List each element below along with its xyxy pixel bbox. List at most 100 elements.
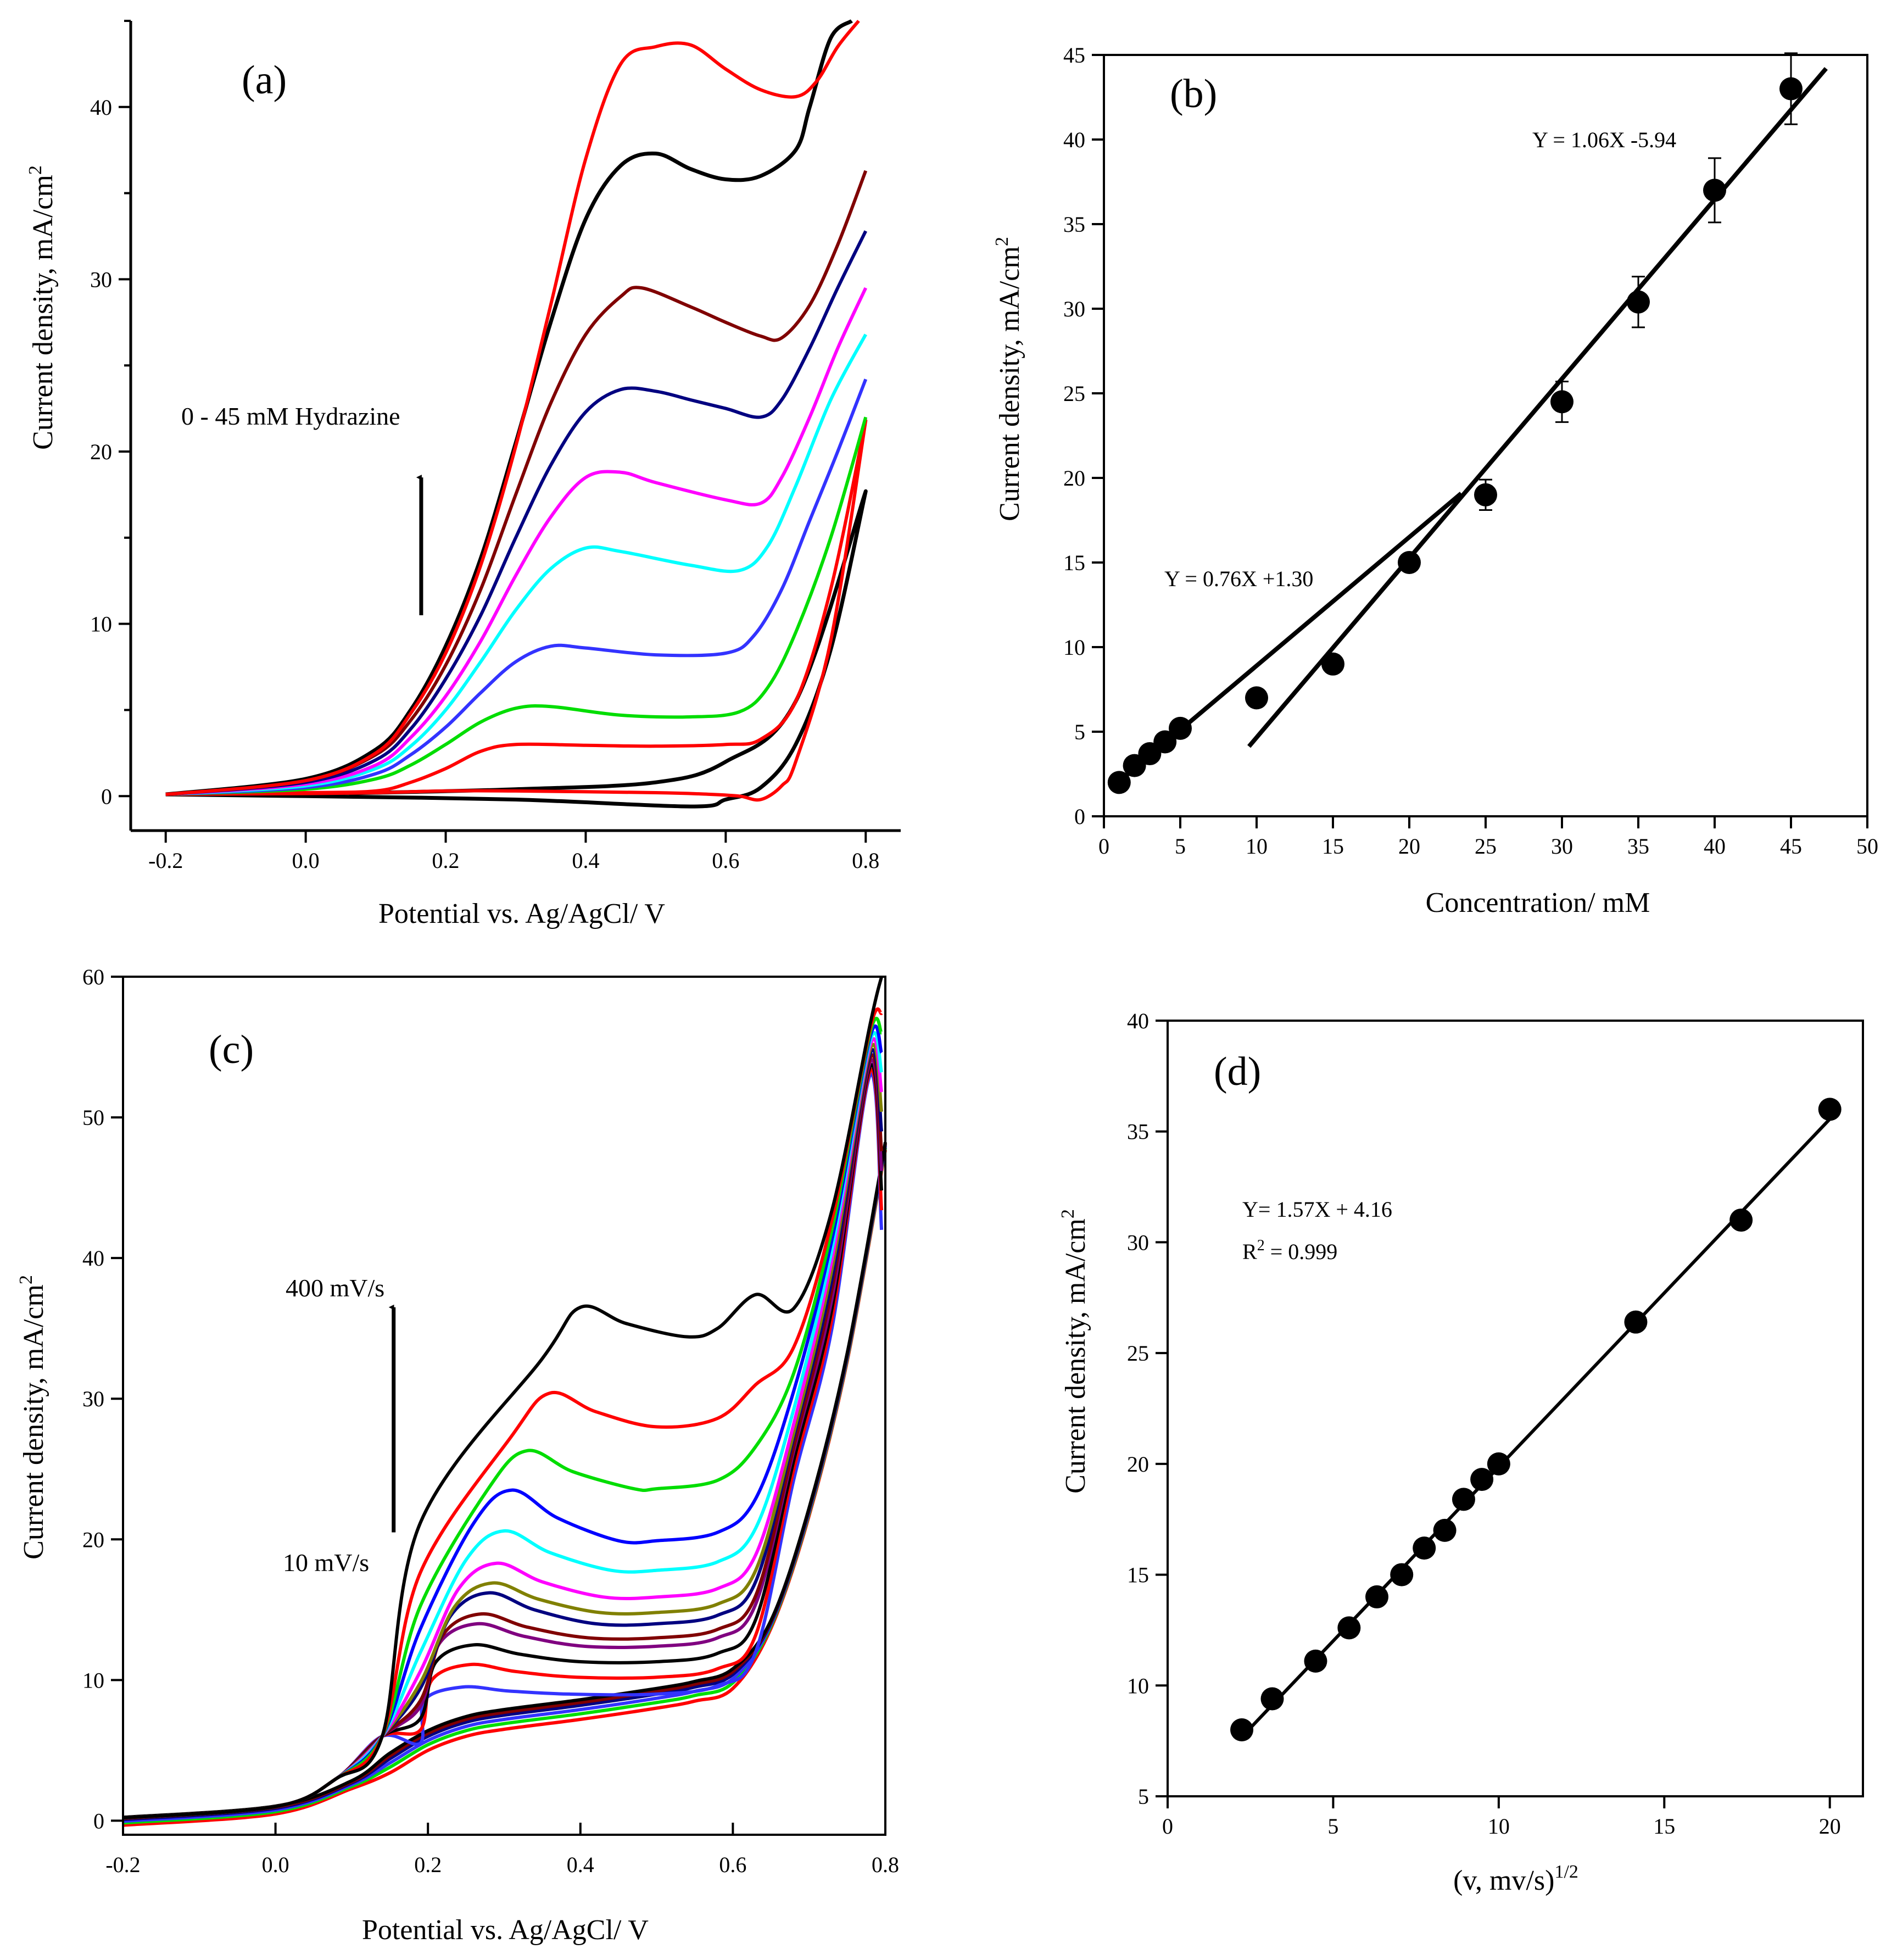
x-tick-label: 0.8	[872, 1852, 899, 1877]
y-tick-label: 10	[1127, 1673, 1149, 1698]
panel-d-points	[1230, 1098, 1842, 1741]
y-tick-label: 15	[1063, 550, 1085, 575]
panel-c-ylabel: Current density, mA/cm2	[16, 1275, 49, 1560]
x-tick-label: 20	[1819, 1814, 1841, 1839]
panel-d-xlabel: (v, mv/s)1/2	[1453, 1862, 1578, 1896]
data-point	[1433, 1518, 1457, 1542]
y-tick-label: 10	[90, 612, 112, 637]
panel-d-label: (d)	[1214, 1049, 1261, 1094]
y-tick-label: 40	[82, 1246, 104, 1271]
panel-b-ylabel-sup: 2	[992, 237, 1012, 246]
panel-d-r2-text: R	[1242, 1239, 1257, 1264]
data-point	[1398, 551, 1421, 574]
data-point	[1153, 730, 1177, 754]
x-tick-label: 40	[1704, 834, 1726, 859]
cv-forward-sweep	[122, 1058, 884, 1820]
y-tick-label: 15	[1127, 1563, 1149, 1588]
panel-c-ylabel-text: Current density, mA/cm	[18, 1284, 49, 1560]
panel-a-curves	[165, 19, 868, 809]
panel-c-xlabel: Potential vs. Ag/AgCl/ V	[362, 1914, 649, 1946]
y-tick-label: 50	[82, 1105, 104, 1130]
x-tick-label: 10	[1246, 834, 1268, 859]
data-point	[1452, 1488, 1475, 1511]
panel-b-fit-lines	[1118, 67, 1828, 783]
panel-d-ylabel-text: Current density, mA/cm	[1060, 1218, 1091, 1494]
panel-b-fit-label-2: Y = 1.06X -5.94	[1532, 127, 1676, 152]
panel-d-xlabel-sup: 1/2	[1554, 1862, 1578, 1882]
x-tick-label: 0.2	[432, 848, 460, 873]
cv-curve	[165, 287, 868, 797]
panel-b-chart: 0 5 10 15 20 25 30 35 40 45 50 0 5 10 15 20 25 30 35 40 45 (…	[992, 43, 1878, 918]
panel-a-chart: -0.2 0.0 0.2 0.4 0.6 0.8 0 10 20 30 40 (a) 0 - 45 …	[25, 19, 901, 929]
panel-c-label-top: 400 mV/s	[286, 1274, 384, 1302]
cv-curve	[165, 20, 860, 797]
y-tick-label: 40	[1063, 127, 1085, 152]
panel-a-ylabel-sup: 2	[25, 165, 46, 175]
y-tick-label: 0	[1074, 804, 1085, 829]
data-point	[1169, 716, 1192, 740]
cv-forward-sweep	[122, 976, 884, 1820]
cv-forward-sweep	[122, 1067, 884, 1820]
y-tick-label: 30	[1127, 1230, 1149, 1255]
y-tick-label: 35	[1127, 1120, 1149, 1144]
x-tick-label: 0.4	[567, 1852, 594, 1877]
panel-b-xlabel: Concentration/ mM	[1426, 887, 1650, 918]
data-point	[1321, 652, 1344, 676]
data-point	[1703, 179, 1726, 202]
panel-d-ylabel: Current density, mA/cm2	[1058, 1209, 1091, 1494]
panel-c-frame	[122, 976, 886, 1836]
x-tick-label: 0.2	[414, 1852, 442, 1877]
y-tick-label: 25	[1063, 381, 1085, 406]
x-tick-label: 0.8	[852, 848, 879, 873]
x-tick-label: -0.2	[105, 1852, 140, 1877]
y-tick-label: 0	[93, 1808, 104, 1833]
y-tick-label: 40	[90, 95, 112, 120]
data-point	[1729, 1209, 1753, 1232]
panel-b-points	[1107, 52, 1803, 794]
x-tick-label: 10	[1488, 1814, 1510, 1839]
panel-c-label-bottom: 10 mV/s	[283, 1549, 369, 1577]
x-tick-label: 0.6	[712, 848, 739, 873]
data-point	[1627, 290, 1650, 314]
x-tick-label: 0	[1098, 834, 1109, 859]
data-point	[1624, 1310, 1648, 1334]
y-tick-label: 5	[1074, 720, 1085, 744]
x-tick-label: 15	[1322, 834, 1344, 859]
x-tick-label: 5	[1327, 1814, 1338, 1839]
x-tick-label: 0.6	[719, 1852, 746, 1877]
cv-forward-sweep	[122, 1024, 883, 1820]
data-point	[1230, 1718, 1254, 1741]
panel-d-r2-sup: 2	[1257, 1237, 1265, 1254]
panel-a-ylabel-text: Current density, mA/cm	[27, 175, 59, 450]
panel-b-ylabel-text: Current density, mA/cm	[994, 246, 1025, 521]
cv-forward-sweep	[122, 1016, 884, 1820]
y-tick-label: 30	[1063, 297, 1085, 321]
panel-b-label: (b)	[1170, 71, 1217, 116]
panel-d-fit-label: Y= 1.57X + 4.16	[1242, 1197, 1392, 1222]
x-tick-label: 0.0	[292, 848, 320, 873]
cv-curve	[165, 333, 867, 797]
x-tick-label: 5	[1175, 834, 1186, 859]
y-tick-label: 25	[1127, 1341, 1149, 1366]
panel-c-ylabel-sup: 2	[16, 1275, 36, 1284]
y-tick-label: 45	[1063, 43, 1085, 68]
x-tick-label: 0.4	[572, 848, 599, 873]
data-point	[1260, 1687, 1284, 1711]
y-tick-label: 20	[90, 439, 112, 464]
data-point	[1779, 77, 1803, 101]
panel-a-ticks: -0.2 0.0 0.2 0.4 0.6 0.8 0 10 20 30 40	[90, 20, 879, 873]
x-tick-label: 35	[1627, 834, 1649, 859]
data-point	[1474, 483, 1497, 506]
x-tick-label: 25	[1475, 834, 1497, 859]
cv-curve	[165, 230, 867, 797]
cv-forward-sweep	[122, 1072, 884, 1820]
cv-forward-sweep	[122, 1007, 883, 1820]
panel-c-ticks: -0.2 0.0 0.2 0.4 0.6 0.8 0 10 20 30 40 50 60	[82, 965, 899, 1877]
panel-c-label: (c)	[209, 1027, 254, 1072]
panel-a-label: (a)	[242, 58, 287, 103]
y-tick-label: 5	[1138, 1784, 1149, 1809]
panel-b-fit-label-1: Y = 0.76X +1.30	[1164, 566, 1313, 591]
data-point	[1470, 1468, 1494, 1491]
x-tick-label: 45	[1780, 834, 1802, 859]
